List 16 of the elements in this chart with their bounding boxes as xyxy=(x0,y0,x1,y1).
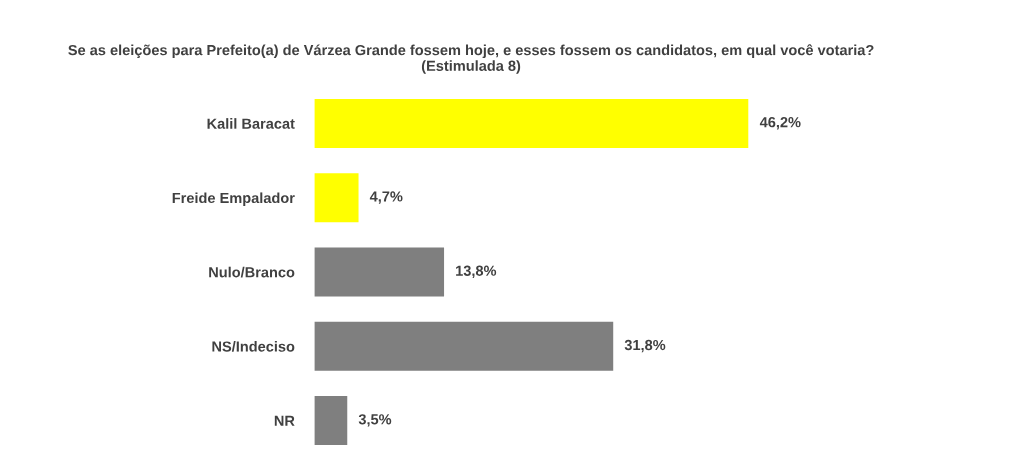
chart-title: Se as eleições para Prefeito(a) de Várzea Grande fossem hoje, e esses fossem os candidatos, em qual você votaria? (Estimulada 8) xyxy=(68,44,874,74)
y-tick-label: Freide Empalador xyxy=(172,192,295,207)
bar xyxy=(314,98,749,148)
data-label: 31,8% xyxy=(624,339,666,353)
data-label: 46,2% xyxy=(759,116,801,130)
data-label: 3,5% xyxy=(358,414,392,427)
bar xyxy=(314,396,348,446)
data-label: 13,8% xyxy=(456,265,497,279)
y-tick-label: Nulo/Branco xyxy=(209,266,295,278)
y-tick-label: Kalil Baracat xyxy=(207,118,295,129)
bar xyxy=(314,247,445,297)
bar xyxy=(314,321,614,371)
bar xyxy=(314,173,359,223)
y-tick-label: NR xyxy=(274,415,295,426)
y-tick-label: NS/Indeciso xyxy=(212,340,295,352)
data-label: 4,7% xyxy=(369,191,403,204)
